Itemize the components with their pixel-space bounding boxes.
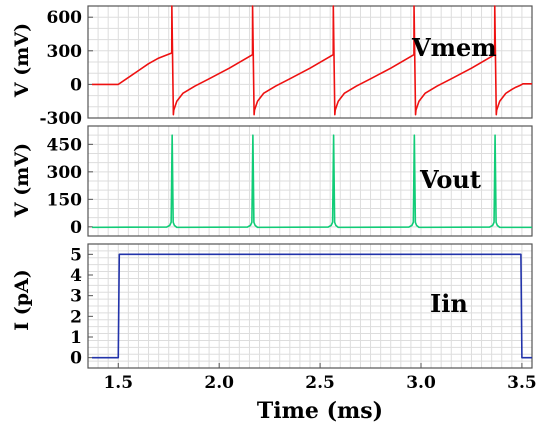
x-axis-label: Time (ms) (257, 398, 383, 424)
y-tick-label: 450 (47, 135, 83, 155)
y-axis-label: V (mV) (11, 23, 33, 98)
series-annotation: Vout (419, 165, 481, 194)
x-tick-label: 1.5 (103, 373, 133, 393)
y-tick-label: 2 (70, 307, 82, 327)
series-line-0 (92, 134, 532, 229)
y-tick-label: 5 (70, 245, 82, 265)
y-axis-label: I (pA) (11, 269, 33, 331)
y-tick-label: 3 (70, 287, 82, 307)
y-tick-label: 600 (47, 8, 83, 28)
plot-frame (87, 5, 533, 119)
grid (87, 243, 533, 369)
x-tick-label: 3.0 (406, 373, 436, 393)
y-tick-label: 0 (70, 349, 82, 369)
y-tick-label: -300 (39, 109, 82, 129)
plot-frame (87, 243, 533, 369)
panel-vout: 0 150 300 450 Vout V (mV) (11, 125, 533, 238)
x-tick-label: 2.0 (204, 373, 234, 393)
y-tick-label: 300 (47, 163, 83, 183)
panel-vmem: -300 0 300 600 Vmem V (mV) (11, 5, 533, 129)
series-line-0 (92, 253, 532, 359)
series-annotation: Vmem (411, 33, 497, 62)
x-tick-label: 3.5 (507, 373, 537, 393)
grid (87, 5, 533, 119)
y-tick-label: 4 (70, 266, 82, 286)
series-line-0 (92, 5, 532, 116)
y-axis-label: V (mV) (11, 143, 33, 218)
y-tick-label: 150 (47, 190, 83, 210)
plot-frame (87, 125, 533, 237)
y-tick-label: 1 (70, 328, 82, 348)
x-tick-label: 2.5 (305, 373, 335, 393)
y-tick-label: 0 (70, 218, 82, 238)
y-tick-label: 0 (70, 75, 82, 95)
series-annotation: Iin (430, 289, 468, 318)
y-tick-label: 300 (47, 42, 83, 62)
